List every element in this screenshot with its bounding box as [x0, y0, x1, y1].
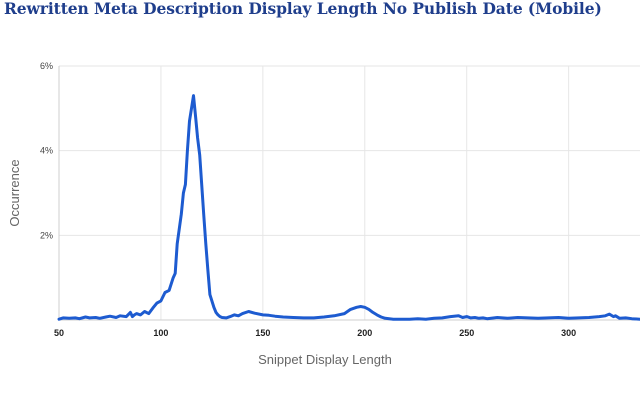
x-tick-labels: 50 100 150 200 250 300 — [54, 328, 576, 338]
x-tick-label: 50 — [54, 328, 64, 338]
x-tick-label: 150 — [255, 328, 270, 338]
y-axis-label: Occurrence — [7, 159, 22, 226]
chart-title: Rewritten Meta Description Display Lengt… — [4, 0, 602, 18]
y-tick-label: 4% — [40, 146, 53, 156]
x-tick-label: 250 — [459, 328, 474, 338]
grid-lines — [58, 65, 640, 321]
x-axis-label: Snippet Display Length — [258, 352, 392, 367]
y-tick-labels: 2% 4% 6% — [40, 61, 53, 240]
y-tick-label: 2% — [40, 230, 53, 240]
x-tick-label: 200 — [357, 328, 372, 338]
y-tick-label: 6% — [40, 61, 53, 71]
x-tick-label: 100 — [153, 328, 168, 338]
series-layer — [57, 94, 640, 321]
series-line — [57, 94, 640, 321]
x-tick-label: 300 — [561, 328, 576, 338]
